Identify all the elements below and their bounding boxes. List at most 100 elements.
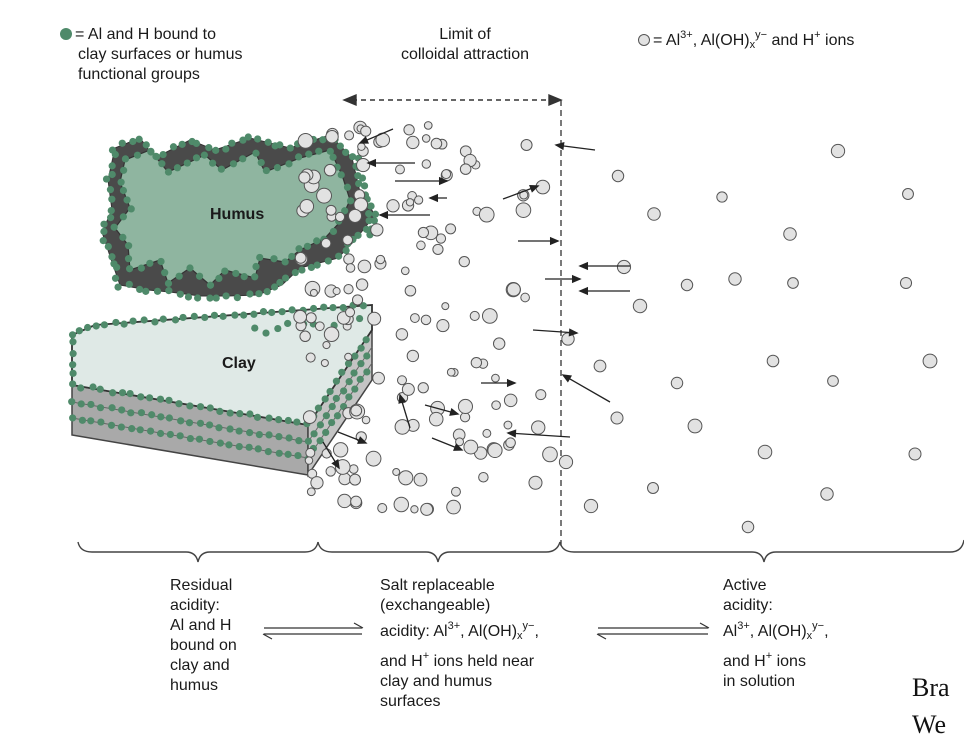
bound-dot bbox=[178, 140, 186, 148]
bound-dot bbox=[255, 290, 263, 298]
bound-dot bbox=[233, 294, 241, 302]
bound-dot bbox=[329, 153, 337, 161]
residual-line6: humus bbox=[170, 677, 219, 694]
bound-dot bbox=[156, 429, 165, 438]
ion-dot bbox=[469, 310, 480, 322]
bound-dot bbox=[264, 448, 272, 456]
bound-dot bbox=[69, 350, 77, 358]
ion-dot bbox=[360, 125, 372, 137]
bound-dot bbox=[231, 311, 239, 319]
bound-dot bbox=[275, 433, 283, 441]
bound-dot bbox=[288, 306, 296, 314]
ion-dot bbox=[505, 437, 516, 449]
bound-dot bbox=[127, 205, 135, 213]
bound-dot bbox=[251, 273, 259, 281]
bound-dot bbox=[77, 400, 85, 408]
bound-dot bbox=[232, 269, 240, 278]
ion-dot bbox=[345, 263, 356, 273]
active-line3: Al3+, Al(OH)xy−, bbox=[723, 620, 829, 642]
bound-dot bbox=[343, 183, 352, 191]
bound-dot bbox=[137, 393, 145, 401]
bound-dot bbox=[252, 149, 260, 157]
bound-dot bbox=[244, 133, 252, 141]
bound-dot bbox=[251, 324, 259, 332]
legend-ions: = Al3+, Al(OH)xy− and H+ ions bbox=[638, 25, 854, 55]
bound-dot bbox=[100, 220, 108, 228]
ion-dot bbox=[787, 277, 799, 289]
bound-dot bbox=[108, 162, 116, 170]
ion-dots bbox=[293, 120, 938, 534]
bound-dot bbox=[328, 418, 336, 427]
bound-dot bbox=[195, 272, 204, 280]
ion-dot bbox=[492, 337, 506, 350]
bound-dot bbox=[295, 153, 303, 161]
bound-dot bbox=[136, 426, 144, 434]
bound-dot bbox=[262, 166, 270, 175]
residual-line1: Residual bbox=[170, 577, 233, 594]
ion-dot bbox=[435, 233, 447, 244]
ion-dot bbox=[441, 302, 450, 311]
active-line5: in solution bbox=[723, 673, 796, 690]
exchangeable-line1: Salt replaceable bbox=[380, 577, 495, 594]
ion-dot bbox=[350, 404, 363, 417]
ion-dot bbox=[367, 311, 382, 326]
bound-dot bbox=[119, 233, 127, 241]
bound-dot bbox=[68, 331, 77, 339]
bound-dot bbox=[104, 242, 112, 251]
bound-dot bbox=[354, 231, 362, 239]
bound-dot bbox=[235, 427, 243, 435]
bound-dot bbox=[229, 160, 238, 168]
ion-dot bbox=[395, 164, 405, 175]
bound-dot bbox=[69, 361, 77, 369]
ion-dot bbox=[357, 259, 372, 274]
bound-dot bbox=[281, 258, 289, 266]
bound-dot bbox=[196, 419, 205, 427]
ion-dot bbox=[325, 204, 337, 216]
bound-dot bbox=[164, 168, 173, 176]
bound-dot bbox=[276, 278, 284, 287]
arrow-head bbox=[378, 210, 389, 220]
bound-dot bbox=[235, 443, 243, 451]
residual-line3: Al and H bbox=[170, 617, 232, 634]
limit-line1: Limit of bbox=[439, 26, 491, 43]
bound-dot bbox=[120, 320, 128, 328]
bound-dot bbox=[125, 242, 133, 250]
bound-dot bbox=[217, 165, 225, 173]
residual-line4: bound on bbox=[170, 637, 237, 654]
ion-dot bbox=[432, 243, 444, 256]
ion-dot bbox=[470, 356, 483, 369]
bound-dot bbox=[186, 264, 194, 272]
ion-dot bbox=[558, 454, 574, 470]
bound-dot bbox=[169, 143, 178, 151]
ion-dot bbox=[345, 307, 356, 318]
bound-dot bbox=[177, 417, 185, 425]
ion-dot bbox=[647, 482, 659, 494]
bound-dot bbox=[294, 451, 302, 460]
bound-dot bbox=[310, 430, 318, 438]
ion-dot bbox=[372, 371, 385, 385]
bound-dot bbox=[263, 288, 271, 296]
ion-dot bbox=[830, 143, 846, 159]
bound-dot bbox=[351, 385, 359, 393]
bound-dot bbox=[342, 247, 350, 255]
ion-dot bbox=[647, 207, 661, 221]
zone-braces bbox=[77, 539, 964, 563]
bound-dot bbox=[210, 311, 219, 319]
bound-dot bbox=[157, 413, 165, 421]
bound-dot bbox=[159, 315, 167, 323]
arrow-head bbox=[358, 136, 369, 144]
ion-dot bbox=[298, 171, 311, 184]
ion-dot bbox=[421, 159, 432, 169]
ion-dot bbox=[334, 459, 351, 475]
bound-dot bbox=[336, 142, 344, 150]
bound-dot bbox=[239, 136, 247, 144]
bound-dot bbox=[147, 147, 155, 155]
bound-dot bbox=[255, 431, 263, 439]
residual-line2: acidity: bbox=[170, 597, 220, 614]
bound-dot bbox=[127, 409, 135, 417]
ion-dot bbox=[343, 253, 355, 265]
bound-dot bbox=[112, 318, 120, 327]
clay-particle bbox=[71, 304, 373, 478]
ion-dot bbox=[310, 476, 324, 490]
ion-dot bbox=[406, 349, 420, 363]
